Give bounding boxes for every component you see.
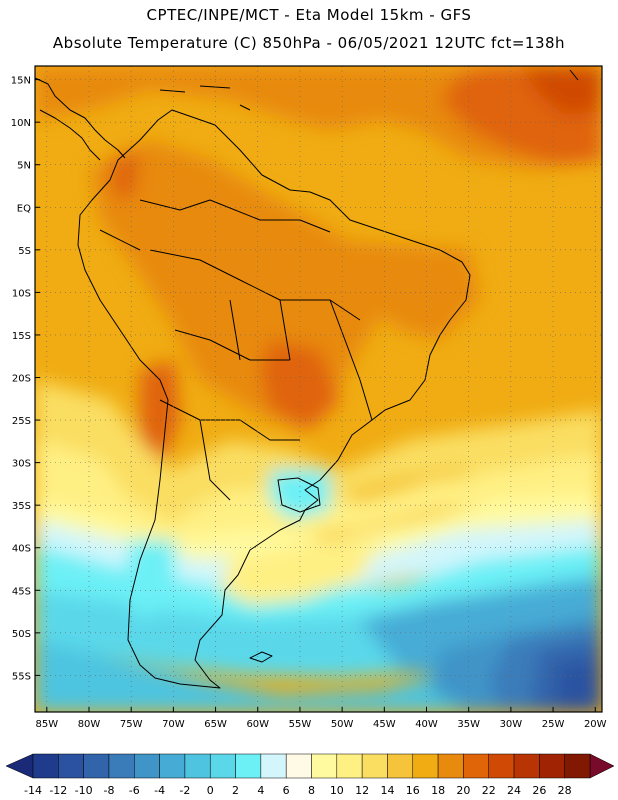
legend-swatch [463,753,489,779]
title-line-1: CPTEC/INPE/MCT - Eta Model 15km - GFS [146,6,472,24]
legend-label: -14 [24,784,42,797]
latitude-labels: 15N 10N 5N EQ 5S 10S 15S 20S 25S 30S 35S 40S 45S 50S 5… [11,76,31,683]
map-frame [34,65,603,713]
legend-label: -6 [129,784,140,797]
lat-label: 40S [12,544,31,555]
legend-label: 26 [532,784,546,797]
central-america-coast-north [39,109,101,161]
longitude-labels: 85W 80W 75W 70W 65W 60W 55W 50W 45W 40W 35W 30W 25W 2… [36,719,607,730]
legend-label: -8 [103,784,114,797]
legend-swatch [539,753,565,779]
legend-label: 14 [380,784,394,797]
lon-label: 45W [373,719,396,730]
legend-swatch [159,753,186,779]
legend-swatch [235,753,262,779]
lon-label: 60W [246,719,269,730]
legend-swatch [488,753,515,779]
lat-label: EQ [17,203,31,214]
lon-label: 40W [415,719,438,730]
legend-label: 20 [456,784,470,797]
lon-label: 30W [500,719,523,730]
lat-label: 5N [17,161,31,172]
south-america-coast [77,109,471,689]
lat-label: 55S [12,671,31,682]
legend-swatch [285,753,312,779]
lon-label: 75W [120,719,143,730]
grid-lines [35,66,602,712]
lat-label: 15S [12,331,31,342]
legend-label: -2 [179,784,190,797]
legend-swatch [32,753,59,779]
lat-label: 20S [12,374,31,385]
legend-swatch [83,753,110,779]
legend-swatch [437,753,464,779]
legend-swatch [108,753,135,779]
central-america-coast [34,77,126,159]
legend-swatch [260,753,287,779]
legend-label: -12 [49,784,67,797]
legend-swatch [361,753,388,779]
legend-label: 24 [507,784,521,797]
legend-swatch [387,753,414,779]
legend-arrow-low [5,753,34,779]
lon-label: 70W [162,719,185,730]
lat-label: 5S [18,246,31,257]
lon-label: 80W [78,719,101,730]
lat-label: 35S [12,501,31,512]
lon-label: 55W [289,719,312,730]
lon-label: 20W [584,719,607,730]
lat-label: 10S [12,288,31,299]
legend-label: 6 [283,784,290,797]
lon-label: 65W [204,719,227,730]
legend-swatch [336,753,363,779]
legend-label: 8 [308,784,315,797]
legend-label: 28 [558,784,572,797]
legend-label: 0 [207,784,214,797]
legend-label: 10 [330,784,344,797]
legend-swatch [564,753,591,779]
lon-label: 50W [331,719,354,730]
legend-swatch [412,753,439,779]
legend-label: 18 [431,784,445,797]
lon-label: 25W [542,719,565,730]
legend-arrow-high [589,753,615,779]
lat-label: 10N [11,118,31,129]
legend-swatch [311,753,338,779]
temperature-field [35,66,602,712]
legend-swatch [209,753,236,779]
falkland-islands [249,651,273,663]
legend-label: 4 [257,784,264,797]
lon-label: 35W [457,719,480,730]
lon-label: 85W [36,719,59,730]
legend-label: -10 [75,784,93,797]
legend-swatch [184,753,211,779]
legend-swatch [134,753,160,779]
legend-label: 16 [406,784,420,797]
legend-label: 2 [232,784,239,797]
lat-label: 30S [12,459,31,470]
title-line-2: Absolute Temperature (C) 850hPa - 06/05/… [52,34,566,52]
legend-label: 22 [482,784,496,797]
legend-swatch [513,753,540,779]
lat-label: 45S [12,586,31,597]
lat-label: 15N [11,76,31,87]
legend-label: 12 [355,784,369,797]
caribbean-islands [159,69,579,111]
lat-label: 25S [12,416,31,427]
legend-swatch [58,753,84,779]
legend-label: -4 [154,784,165,797]
lat-label: 50S [12,629,31,640]
